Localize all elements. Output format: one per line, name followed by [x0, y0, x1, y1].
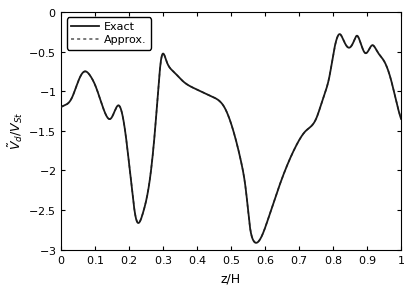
Line: Approx.: Approx. — [61, 34, 401, 243]
Y-axis label: $\tilde{V}_{d}/V_{St}$: $\tilde{V}_{d}/V_{St}$ — [7, 112, 26, 150]
Exact — [117, 105, 122, 109]
Exact — [204, 92, 208, 95]
Exact — [356, 35, 360, 38]
Approx. — [97, 96, 102, 100]
Line: Exact: Exact — [61, 34, 401, 243]
Exact — [254, 241, 259, 245]
Exact — [337, 32, 342, 36]
Exact — [97, 96, 102, 100]
Exact — [392, 93, 397, 96]
Exact — [398, 117, 403, 121]
Approx. — [337, 32, 342, 36]
Approx. — [398, 116, 403, 119]
Exact — [189, 85, 194, 89]
Approx. — [356, 35, 360, 39]
Approx. — [254, 241, 259, 244]
Approx. — [189, 85, 194, 89]
Approx. — [59, 105, 63, 109]
Legend: Exact, Approx.: Exact, Approx. — [67, 18, 152, 50]
Exact — [59, 105, 63, 109]
Approx. — [117, 105, 122, 109]
Approx. — [204, 92, 208, 95]
X-axis label: z/H: z/H — [221, 272, 241, 285]
Approx. — [392, 93, 397, 96]
